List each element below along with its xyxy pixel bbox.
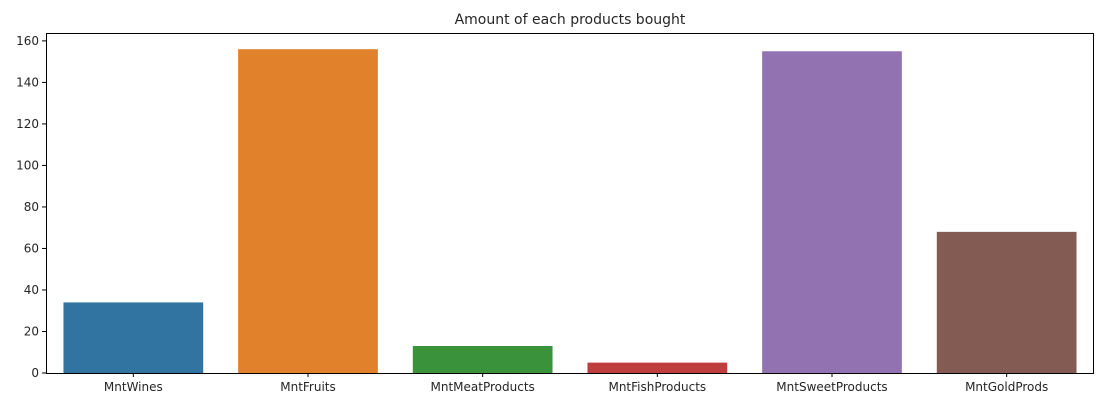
x-tick-label: MntFishProducts bbox=[608, 380, 706, 394]
bar-mntwines bbox=[63, 302, 204, 373]
y-tick-label: 20 bbox=[24, 324, 39, 338]
y-tick-label: 140 bbox=[16, 75, 39, 89]
y-tick-label: 100 bbox=[16, 158, 39, 172]
y-tick-label: 80 bbox=[24, 200, 39, 214]
chart-title: Amount of each products bought bbox=[455, 12, 686, 28]
plot-frame bbox=[46, 33, 1094, 374]
y-tick-label: 40 bbox=[24, 283, 39, 297]
bar-mntmeatproducts bbox=[412, 346, 553, 373]
bar-mntgoldprods bbox=[936, 231, 1077, 373]
y-tick-label: 160 bbox=[16, 34, 39, 48]
bar-mntfruits bbox=[238, 49, 378, 373]
x-tick-label: MntMeatProducts bbox=[431, 380, 535, 394]
bars-layer bbox=[63, 49, 1077, 374]
x-tick-label: MntFruits bbox=[280, 380, 336, 394]
x-tick-label: MntGoldProds bbox=[965, 380, 1048, 394]
y-tick-label: 120 bbox=[16, 117, 39, 131]
x-tick-label: MntSweetProducts bbox=[776, 380, 887, 394]
bar-mntfishproducts bbox=[587, 362, 728, 373]
y-tick-label: 60 bbox=[24, 241, 39, 255]
bar-mntsweetproducts bbox=[762, 51, 902, 374]
y-tick-label: 0 bbox=[31, 366, 39, 380]
x-tick-label: MntWines bbox=[104, 380, 163, 394]
x-axis: MntWines MntFruits MntMeatProducts MntFishP… bbox=[104, 373, 1048, 394]
y-axis: 0 20 40 60 80 100 120 140 160 bbox=[16, 34, 46, 380]
